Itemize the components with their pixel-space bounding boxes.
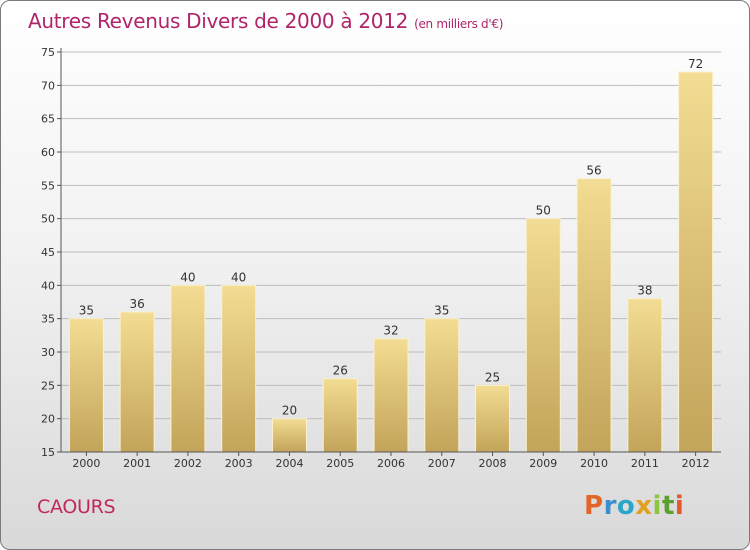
axes (57, 48, 721, 456)
logo-letter: P (584, 491, 604, 521)
bar-2008 (475, 384, 511, 453)
value-label: 25 (485, 370, 500, 384)
y-tick-label: 40 (41, 279, 55, 292)
value-label: 40 (180, 270, 195, 284)
bar-2003 (221, 284, 257, 453)
y-tick-label: 35 (41, 313, 55, 326)
x-tick-label: 2009 (529, 457, 557, 470)
x-tick-label: 2002 (174, 457, 202, 470)
value-label: 50 (536, 204, 551, 218)
y-tick-label: 25 (41, 379, 55, 392)
bar-2000 (68, 318, 104, 453)
value-label: 26 (333, 364, 348, 378)
bar-2005 (322, 378, 358, 453)
chart-title-text: Autres Revenus Divers de 2000 à 2012 (28, 9, 409, 33)
x-tick-label: 2006 (377, 457, 405, 470)
y-tick-label: 60 (41, 146, 55, 159)
logo-letter: x (635, 491, 653, 521)
logo-letter: t (661, 491, 675, 521)
x-tick-label: 2004 (275, 457, 303, 470)
proxiti-logo: Proxiti (584, 491, 684, 521)
y-tick-label: 15 (41, 446, 55, 459)
logo-letter: i (674, 491, 685, 521)
value-label: 20 (282, 404, 297, 418)
x-tick-label: 2001 (123, 457, 151, 470)
logo-letter: r (603, 491, 617, 521)
y-tick-label: 50 (41, 213, 55, 226)
value-label: 36 (130, 297, 145, 311)
chart-subtitle: (en milliers d'€) (414, 17, 504, 31)
y-tick-label: 20 (41, 413, 55, 426)
bar-2001 (119, 311, 155, 453)
y-tick-label: 75 (41, 46, 55, 59)
value-label: 38 (637, 284, 652, 298)
bar-2010 (576, 178, 612, 453)
value-label: 32 (383, 324, 398, 338)
x-tick-label: 2007 (428, 457, 456, 470)
x-tick-label: 2011 (631, 457, 659, 470)
x-tick-label: 2003 (225, 457, 253, 470)
value-label: 72 (688, 57, 703, 71)
logo-letter: o (616, 491, 636, 521)
bar-2011 (627, 298, 663, 453)
labels: 15 20 25 30 35 40 45 50 55 60 65 70 75 2000 35 2001 36 20… (41, 46, 710, 470)
value-label: 35 (434, 304, 449, 318)
bar-2002 (170, 284, 206, 453)
x-tick-label: 2000 (72, 457, 100, 470)
value-label: 35 (79, 304, 94, 318)
x-tick-label: 2005 (326, 457, 354, 470)
logo-letter: i (652, 491, 662, 521)
x-tick-label: 2008 (479, 457, 507, 470)
y-tick-label: 70 (41, 79, 55, 92)
bar-2007 (424, 318, 460, 453)
x-tick-label: 2010 (580, 457, 608, 470)
y-tick-label: 45 (41, 246, 55, 259)
y-tick-label: 65 (41, 113, 55, 126)
y-tick-label: 30 (41, 346, 55, 359)
value-label: 40 (231, 270, 246, 284)
bars (68, 71, 714, 453)
chart-title: Autres Revenus Divers de 2000 à 2012 (en … (28, 9, 503, 33)
y-tick-label: 55 (41, 179, 55, 192)
bar-2009 (525, 218, 561, 453)
bar-2006 (373, 338, 409, 453)
bar-2012 (678, 71, 714, 453)
commune-name: CAOURS (37, 496, 116, 518)
x-tick-label: 2012 (682, 457, 710, 470)
value-label: 56 (586, 164, 601, 178)
bar-2004 (271, 418, 307, 453)
